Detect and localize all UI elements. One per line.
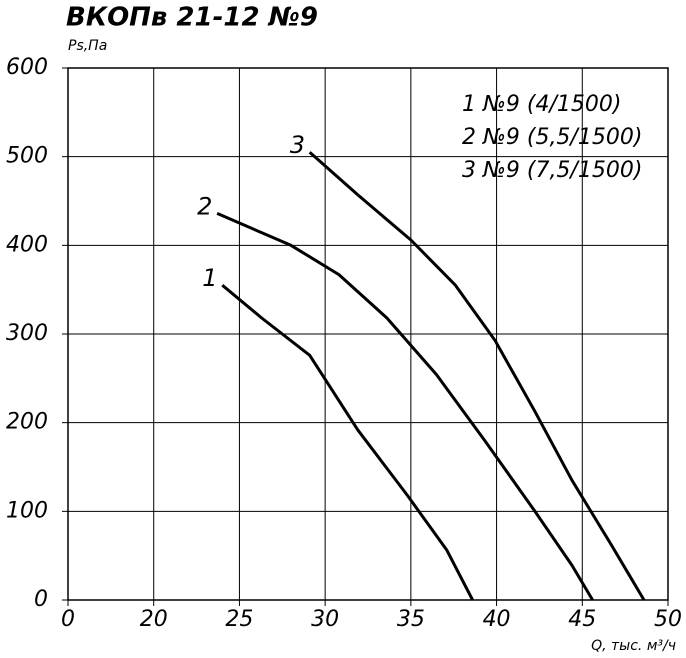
y-tick-label: 500 [6, 144, 48, 169]
y-tick-label: 0 [34, 587, 48, 612]
x-tick-label: 35 [397, 607, 425, 632]
x-tick-label: 40 [483, 607, 511, 632]
x-tick-label: 0 [61, 607, 75, 632]
legend-entry: 1 №9 (4/1500) [462, 92, 621, 117]
y-tick-label: 300 [6, 321, 48, 346]
curve [216, 212, 594, 601]
legend-entry: 2 №9 (5,5/1500) [462, 125, 642, 150]
x-tick-label: 50 [654, 607, 682, 632]
curve [308, 151, 646, 601]
legend-entry: 3 №9 (7,5/1500) [462, 158, 642, 183]
curve-label: 3 [290, 131, 305, 159]
x-tick-label: 20 [140, 607, 168, 632]
x-tick-label: 45 [568, 607, 596, 632]
curve [221, 284, 474, 601]
x-tick-label: 30 [311, 607, 339, 632]
curve-label: 2 [197, 192, 212, 220]
y-axis-label: Ps,Па [68, 38, 107, 54]
x-axis-label: Q, тыс. м³/ч [591, 638, 676, 654]
y-tick-label: 100 [6, 498, 48, 523]
chart-title: ВКОПв 21-12 №9 [66, 3, 318, 33]
y-tick-label: 200 [6, 410, 48, 435]
y-tick-label: 400 [6, 232, 48, 257]
curve-label: 1 [202, 264, 217, 292]
y-tick-label: 600 [6, 55, 48, 80]
x-tick-label: 25 [225, 607, 253, 632]
